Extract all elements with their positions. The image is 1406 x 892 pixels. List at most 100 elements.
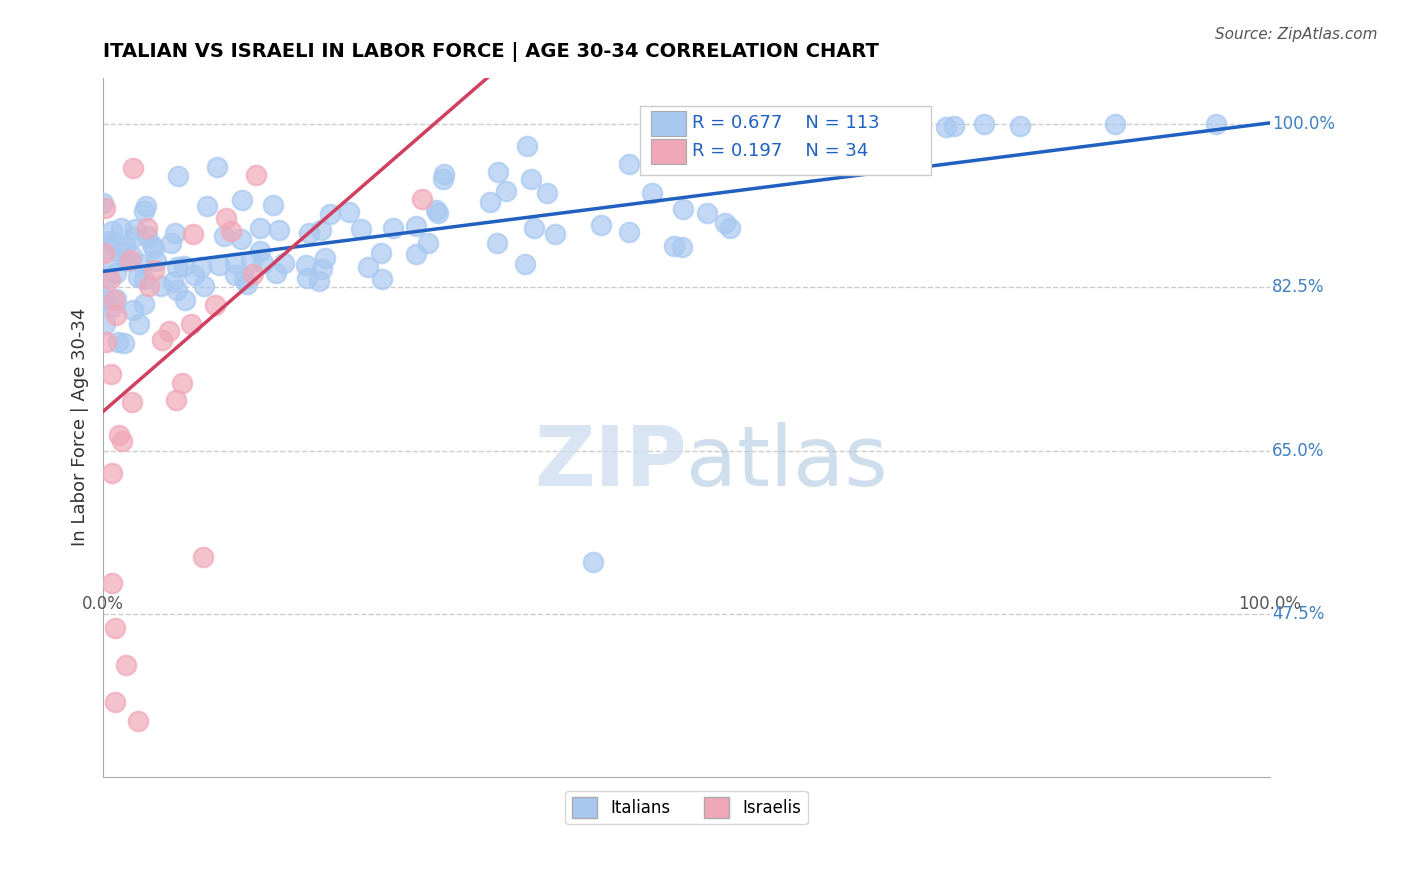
Point: [132, 271, 155, 285]
Point: [132, 203, 155, 218]
Point: [433, 167, 456, 181]
Point: [149, 279, 172, 293]
Point: [94, 334, 117, 349]
Point: [309, 222, 332, 236]
Text: 47.5%: 47.5%: [1272, 605, 1324, 623]
Point: [143, 241, 166, 255]
Point: [143, 263, 166, 277]
Point: [357, 260, 380, 275]
Point: [141, 237, 163, 252]
Text: Source: ZipAtlas.com: Source: ZipAtlas.com: [1215, 27, 1378, 42]
Point: [267, 223, 290, 237]
Point: [180, 317, 202, 331]
Point: [252, 256, 274, 270]
Point: [405, 219, 427, 234]
Point: [166, 169, 188, 183]
Point: [641, 186, 664, 200]
Point: [136, 229, 159, 244]
Point: [173, 260, 195, 274]
Point: [381, 221, 404, 235]
FancyBboxPatch shape: [651, 112, 686, 136]
Point: [619, 157, 641, 171]
Point: [714, 216, 737, 230]
Point: [97, 235, 120, 249]
Point: [973, 117, 995, 131]
Point: [104, 621, 127, 635]
Point: [98, 272, 121, 286]
Text: 100.0%: 100.0%: [1272, 115, 1334, 133]
Point: [219, 224, 242, 238]
Point: [114, 336, 136, 351]
Point: [105, 292, 128, 306]
Point: [249, 244, 271, 258]
Point: [120, 252, 142, 267]
Text: R = 0.197    N = 34: R = 0.197 N = 34: [692, 142, 869, 160]
Point: [1008, 120, 1031, 134]
Point: [337, 205, 360, 219]
Point: [371, 271, 394, 285]
Point: [495, 184, 517, 198]
Point: [1104, 117, 1126, 131]
Point: [93, 291, 115, 305]
Point: [432, 171, 454, 186]
Point: [117, 253, 139, 268]
Point: [245, 169, 267, 183]
Point: [427, 205, 450, 219]
Point: [236, 277, 259, 291]
Point: [97, 269, 120, 284]
Point: [131, 257, 153, 271]
Point: [100, 252, 122, 267]
Point: [513, 257, 536, 271]
Point: [485, 235, 508, 250]
Point: [536, 186, 558, 201]
Point: [672, 202, 695, 216]
Point: [101, 466, 124, 480]
Point: [183, 268, 205, 282]
Point: [262, 198, 284, 212]
Point: [110, 220, 132, 235]
Text: atlas: atlas: [686, 422, 889, 503]
Point: [479, 195, 502, 210]
Point: [273, 255, 295, 269]
Point: [298, 226, 321, 240]
Point: [308, 274, 330, 288]
Point: [107, 427, 129, 442]
Point: [166, 283, 188, 297]
Point: [121, 394, 143, 409]
Text: 0.0%: 0.0%: [82, 595, 124, 613]
Point: [124, 230, 146, 244]
Point: [935, 120, 957, 135]
Point: [731, 136, 754, 151]
Text: 65.0%: 65.0%: [1272, 442, 1324, 459]
Point: [314, 251, 336, 265]
Point: [162, 275, 184, 289]
Point: [582, 556, 605, 570]
Point: [224, 256, 246, 270]
Point: [165, 227, 187, 241]
Text: ITALIAN VS ISRAELI IN LABOR FORCE | AGE 30-34 CORRELATION CHART: ITALIAN VS ISRAELI IN LABOR FORCE | AGE …: [103, 42, 879, 62]
Point: [520, 172, 543, 186]
Point: [127, 714, 149, 728]
Point: [165, 393, 187, 408]
Point: [134, 199, 156, 213]
Point: [193, 279, 215, 293]
Point: [104, 308, 127, 322]
Point: [101, 576, 124, 591]
Point: [191, 550, 214, 565]
Point: [662, 238, 685, 252]
Text: 82.5%: 82.5%: [1272, 278, 1324, 296]
Point: [93, 245, 115, 260]
Point: [121, 161, 143, 175]
Point: [208, 259, 231, 273]
Point: [718, 221, 741, 235]
Point: [114, 238, 136, 252]
Point: [204, 298, 226, 312]
Point: [319, 207, 342, 221]
Point: [589, 219, 612, 233]
Point: [214, 228, 236, 243]
Point: [418, 236, 440, 251]
Point: [943, 120, 966, 134]
Text: ZIP: ZIP: [534, 422, 686, 503]
Point: [405, 246, 427, 260]
Point: [190, 260, 212, 274]
